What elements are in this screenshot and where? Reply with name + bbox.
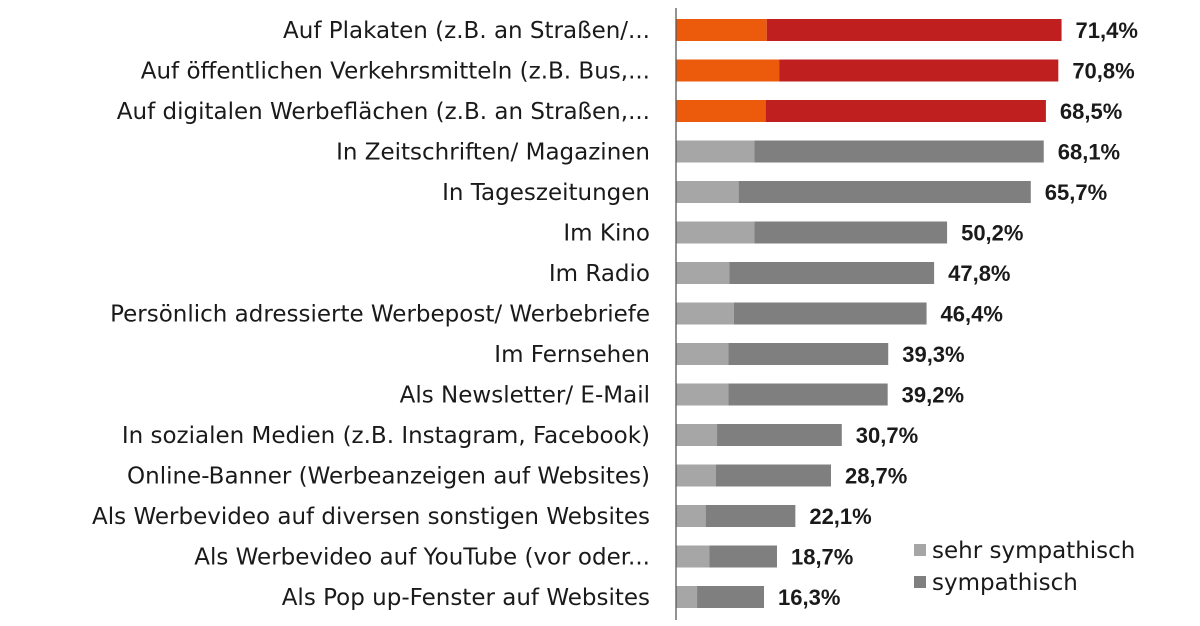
- bar-sympathisch: [697, 586, 765, 608]
- bar-sympathisch: [715, 464, 831, 487]
- category-label: Im Fernsehen: [494, 342, 650, 368]
- value-label: 47,8%: [948, 261, 1010, 286]
- bar-sehr-sympathisch: [676, 424, 718, 446]
- bar-sympathisch: [728, 343, 889, 365]
- bar-sehr-sympathisch: [676, 464, 716, 487]
- legend-label-sehr-sympathisch: sehr sympathisch: [932, 538, 1135, 564]
- legend: sehr sympathisch sympathisch: [914, 538, 1135, 596]
- category-label: Auf digitalen Werbeflächen (z.B. an Stra…: [117, 99, 650, 125]
- bar-sympathisch: [733, 302, 927, 325]
- value-label: 16,3%: [778, 585, 840, 610]
- value-label: 28,7%: [845, 464, 907, 489]
- value-label: 71,4%: [1076, 18, 1138, 43]
- bar-sehr-sympathisch: [676, 343, 729, 365]
- bar-sympathisch: [738, 181, 1031, 203]
- category-label: Im Radio: [549, 261, 650, 287]
- value-labels: 71,4% 70,8% 68,5% 68,1% 65,7% 50,2% 47,8% 46,4%…: [778, 18, 1138, 610]
- value-label: 39,3%: [902, 342, 964, 367]
- value-label: 68,1%: [1058, 140, 1120, 165]
- category-label: Als Newsletter/ E-Mail: [400, 383, 650, 409]
- category-label: In Zeitschriften/ Magazinen: [336, 140, 650, 166]
- legend-label-sympathisch: sympathisch: [932, 570, 1078, 596]
- category-label: Im Kino: [563, 221, 650, 247]
- value-label: 50,2%: [961, 221, 1023, 246]
- category-label: Auf Plakaten (z.B. an Straßen/...: [283, 18, 650, 44]
- category-label: In sozialen Medien (z.B. Instagram, Face…: [122, 423, 650, 449]
- bar-sehr-sympathisch: [676, 586, 698, 608]
- category-labels: Auf Plakaten (z.B. an Straßen/... Auf öff…: [92, 18, 650, 611]
- legend-swatch-sehr-sympathisch: [914, 544, 926, 556]
- bar-sehr-sympathisch: [676, 383, 729, 406]
- value-label: 65,7%: [1045, 180, 1107, 205]
- bar-sympathisch: [779, 59, 1059, 82]
- bar-sympathisch: [728, 383, 888, 406]
- value-label: 39,2%: [902, 383, 964, 408]
- bar-sympathisch: [765, 100, 1046, 122]
- category-label: Als Pop up-Fenster auf Websites: [282, 585, 650, 611]
- legend-swatch-sympathisch: [914, 576, 926, 588]
- bar-sehr-sympathisch: [676, 545, 710, 568]
- bar-sympathisch: [754, 140, 1044, 163]
- bar-sehr-sympathisch: [676, 221, 755, 244]
- value-label: 30,7%: [856, 423, 918, 448]
- value-label: 68,5%: [1060, 99, 1122, 124]
- bar-sehr-sympathisch: [676, 59, 780, 82]
- bar-sympathisch: [729, 262, 935, 284]
- category-label: Als Werbevideo auf YouTube (vor oder...: [194, 545, 650, 571]
- bar-sehr-sympathisch: [676, 19, 767, 41]
- bar-sympathisch: [705, 505, 796, 527]
- category-label: In Tageszeitungen: [442, 180, 650, 206]
- category-label: Online-Banner (Werbeanzeigen auf Website…: [127, 464, 650, 490]
- bar-sehr-sympathisch: [676, 181, 739, 203]
- bar-sympathisch: [754, 221, 948, 244]
- value-label: 18,7%: [791, 545, 853, 570]
- bar-sehr-sympathisch: [676, 262, 730, 284]
- bar-sympathisch: [717, 424, 842, 446]
- bar-sehr-sympathisch: [676, 100, 766, 122]
- value-label: 70,8%: [1072, 59, 1134, 84]
- bar-sehr-sympathisch: [676, 140, 755, 163]
- category-label: Als Werbevideo auf diversen sonstigen We…: [92, 504, 650, 530]
- value-label: 22,1%: [809, 504, 871, 529]
- value-label: 46,4%: [941, 302, 1003, 327]
- bar-sehr-sympathisch: [676, 302, 734, 325]
- bars-group: [676, 19, 1062, 608]
- bar-sympathisch: [709, 545, 777, 568]
- category-label: Persönlich adressierte Werbepost/ Werbeb…: [110, 302, 650, 328]
- category-label: Auf öffentlichen Verkehrsmitteln (z.B. B…: [141, 59, 650, 85]
- bar-sehr-sympathisch: [676, 505, 706, 527]
- bar-sympathisch: [766, 19, 1062, 41]
